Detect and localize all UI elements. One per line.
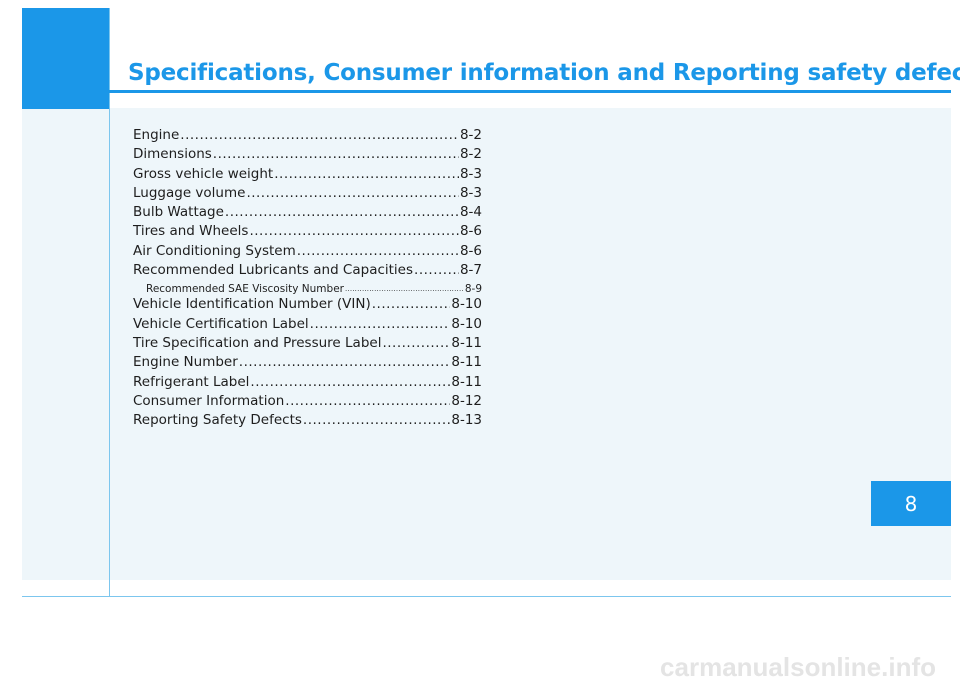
toc-leader-dots — [303, 412, 450, 428]
toc-item-page: 8-3 — [459, 184, 482, 201]
toc-item[interactable]: Luggage volume 8-3 — [133, 185, 482, 204]
toc-item-label: Engine Number — [133, 354, 238, 371]
title-underline — [109, 90, 951, 93]
toc-leader-dots — [180, 127, 459, 143]
toc-leader-dots — [246, 185, 459, 201]
toc-item-page: 8-3 — [459, 165, 482, 182]
toc-item-page: 8-6 — [459, 223, 482, 240]
vertical-divider — [109, 8, 110, 597]
toc-leader-dots — [274, 166, 459, 182]
toc-item-label: Luggage volume — [133, 184, 246, 201]
toc-item[interactable]: Reporting Safety Defects 8-13 — [133, 412, 482, 431]
toc-leader-dots — [310, 316, 451, 332]
toc-item-label: Tire Specification and Pressure Label — [133, 334, 382, 351]
toc-item-label: Vehicle Certification Label — [133, 315, 309, 332]
toc-item-label: Reporting Safety Defects — [133, 412, 302, 429]
chapter-number: 8 — [904, 491, 918, 516]
toc-item-label: Recommended SAE Viscosity Number — [146, 282, 344, 295]
toc-leader-dots — [285, 393, 450, 409]
toc-item[interactable]: Air Conditioning System 8-6 — [133, 243, 482, 262]
toc-leader-dots — [372, 296, 451, 312]
toc-item-label: Gross vehicle weight — [133, 165, 274, 182]
toc-leader-dots — [345, 285, 464, 293]
toc-item-page: 8-4 — [459, 204, 482, 221]
toc-item[interactable]: Vehicle Identification Number (VIN) 8-10 — [133, 296, 482, 315]
toc-item[interactable]: Engine Number 8-11 — [133, 354, 482, 373]
toc-item-label: Dimensions — [133, 146, 212, 163]
toc-item-page: 8-2 — [459, 127, 482, 143]
toc-leader-dots — [225, 204, 459, 220]
toc-item-page: 8-10 — [451, 315, 482, 332]
toc-item[interactable]: Refrigerant Label 8-11 — [133, 374, 482, 393]
page-title: Specifications, Consumer information and… — [128, 60, 960, 86]
toc-leader-dots — [239, 354, 451, 370]
toc-leader-dots — [414, 262, 459, 278]
toc-item[interactable]: Consumer Information 8-12 — [133, 393, 482, 412]
toc-item-page: 8-9 — [464, 282, 482, 295]
toc-item[interactable]: Vehicle Certification Label 8-10 — [133, 316, 482, 335]
toc-item[interactable]: Engine 8-2 — [133, 127, 482, 146]
toc-item-label: Vehicle Identification Number (VIN) — [133, 296, 371, 313]
toc-item-page: 8-11 — [451, 373, 482, 390]
toc-item[interactable]: Bulb Wattage 8-4 — [133, 204, 482, 223]
content-background — [22, 108, 951, 580]
toc-leader-dots — [297, 243, 459, 259]
table-of-contents: Engine 8-2 Dimensions 8-2 Gross vehicle weig… — [133, 127, 482, 431]
toc-item[interactable]: Dimensions 8-2 — [133, 146, 482, 165]
chapter-header-block — [22, 8, 109, 109]
toc-item-page: 8-11 — [451, 354, 482, 371]
toc-item-page: 8-13 — [451, 412, 482, 429]
toc-item-label: Recommended Lubricants and Capacities — [133, 262, 414, 279]
watermark: carmanualsonline.info — [660, 652, 936, 682]
toc-item[interactable]: Tire Specification and Pressure Label 8-1… — [133, 335, 482, 354]
toc-leader-dots — [382, 335, 450, 351]
toc-item-page: 8-7 — [459, 262, 482, 279]
bottom-divider — [22, 596, 951, 597]
toc-item[interactable]: Gross vehicle weight 8-3 — [133, 166, 482, 185]
toc-leader-dots — [213, 146, 459, 162]
toc-item-label: Bulb Wattage — [133, 204, 224, 221]
toc-item-page: 8-10 — [451, 296, 482, 313]
toc-item-label: Tires and Wheels — [133, 223, 249, 240]
toc-item[interactable]: Tires and Wheels 8-6 — [133, 223, 482, 242]
toc-leader-dots — [249, 223, 458, 239]
toc-item-label: Consumer Information — [133, 392, 285, 409]
toc-item[interactable]: Recommended Lubricants and Capacities 8-7 — [133, 262, 482, 281]
toc-leader-dots — [250, 374, 450, 390]
toc-subitem[interactable]: Recommended SAE Viscosity Number 8-9 — [133, 281, 482, 296]
toc-item-page: 8-2 — [459, 146, 482, 163]
chapter-tab[interactable]: 8 — [871, 481, 951, 526]
toc-item-label: Air Conditioning System — [133, 242, 296, 259]
toc-item-label: Engine — [133, 127, 180, 143]
toc-item-page: 8-6 — [459, 242, 482, 259]
toc-item-label: Refrigerant Label — [133, 373, 250, 390]
toc-item-page: 8-11 — [451, 334, 482, 351]
toc-item-page: 8-12 — [451, 392, 482, 409]
